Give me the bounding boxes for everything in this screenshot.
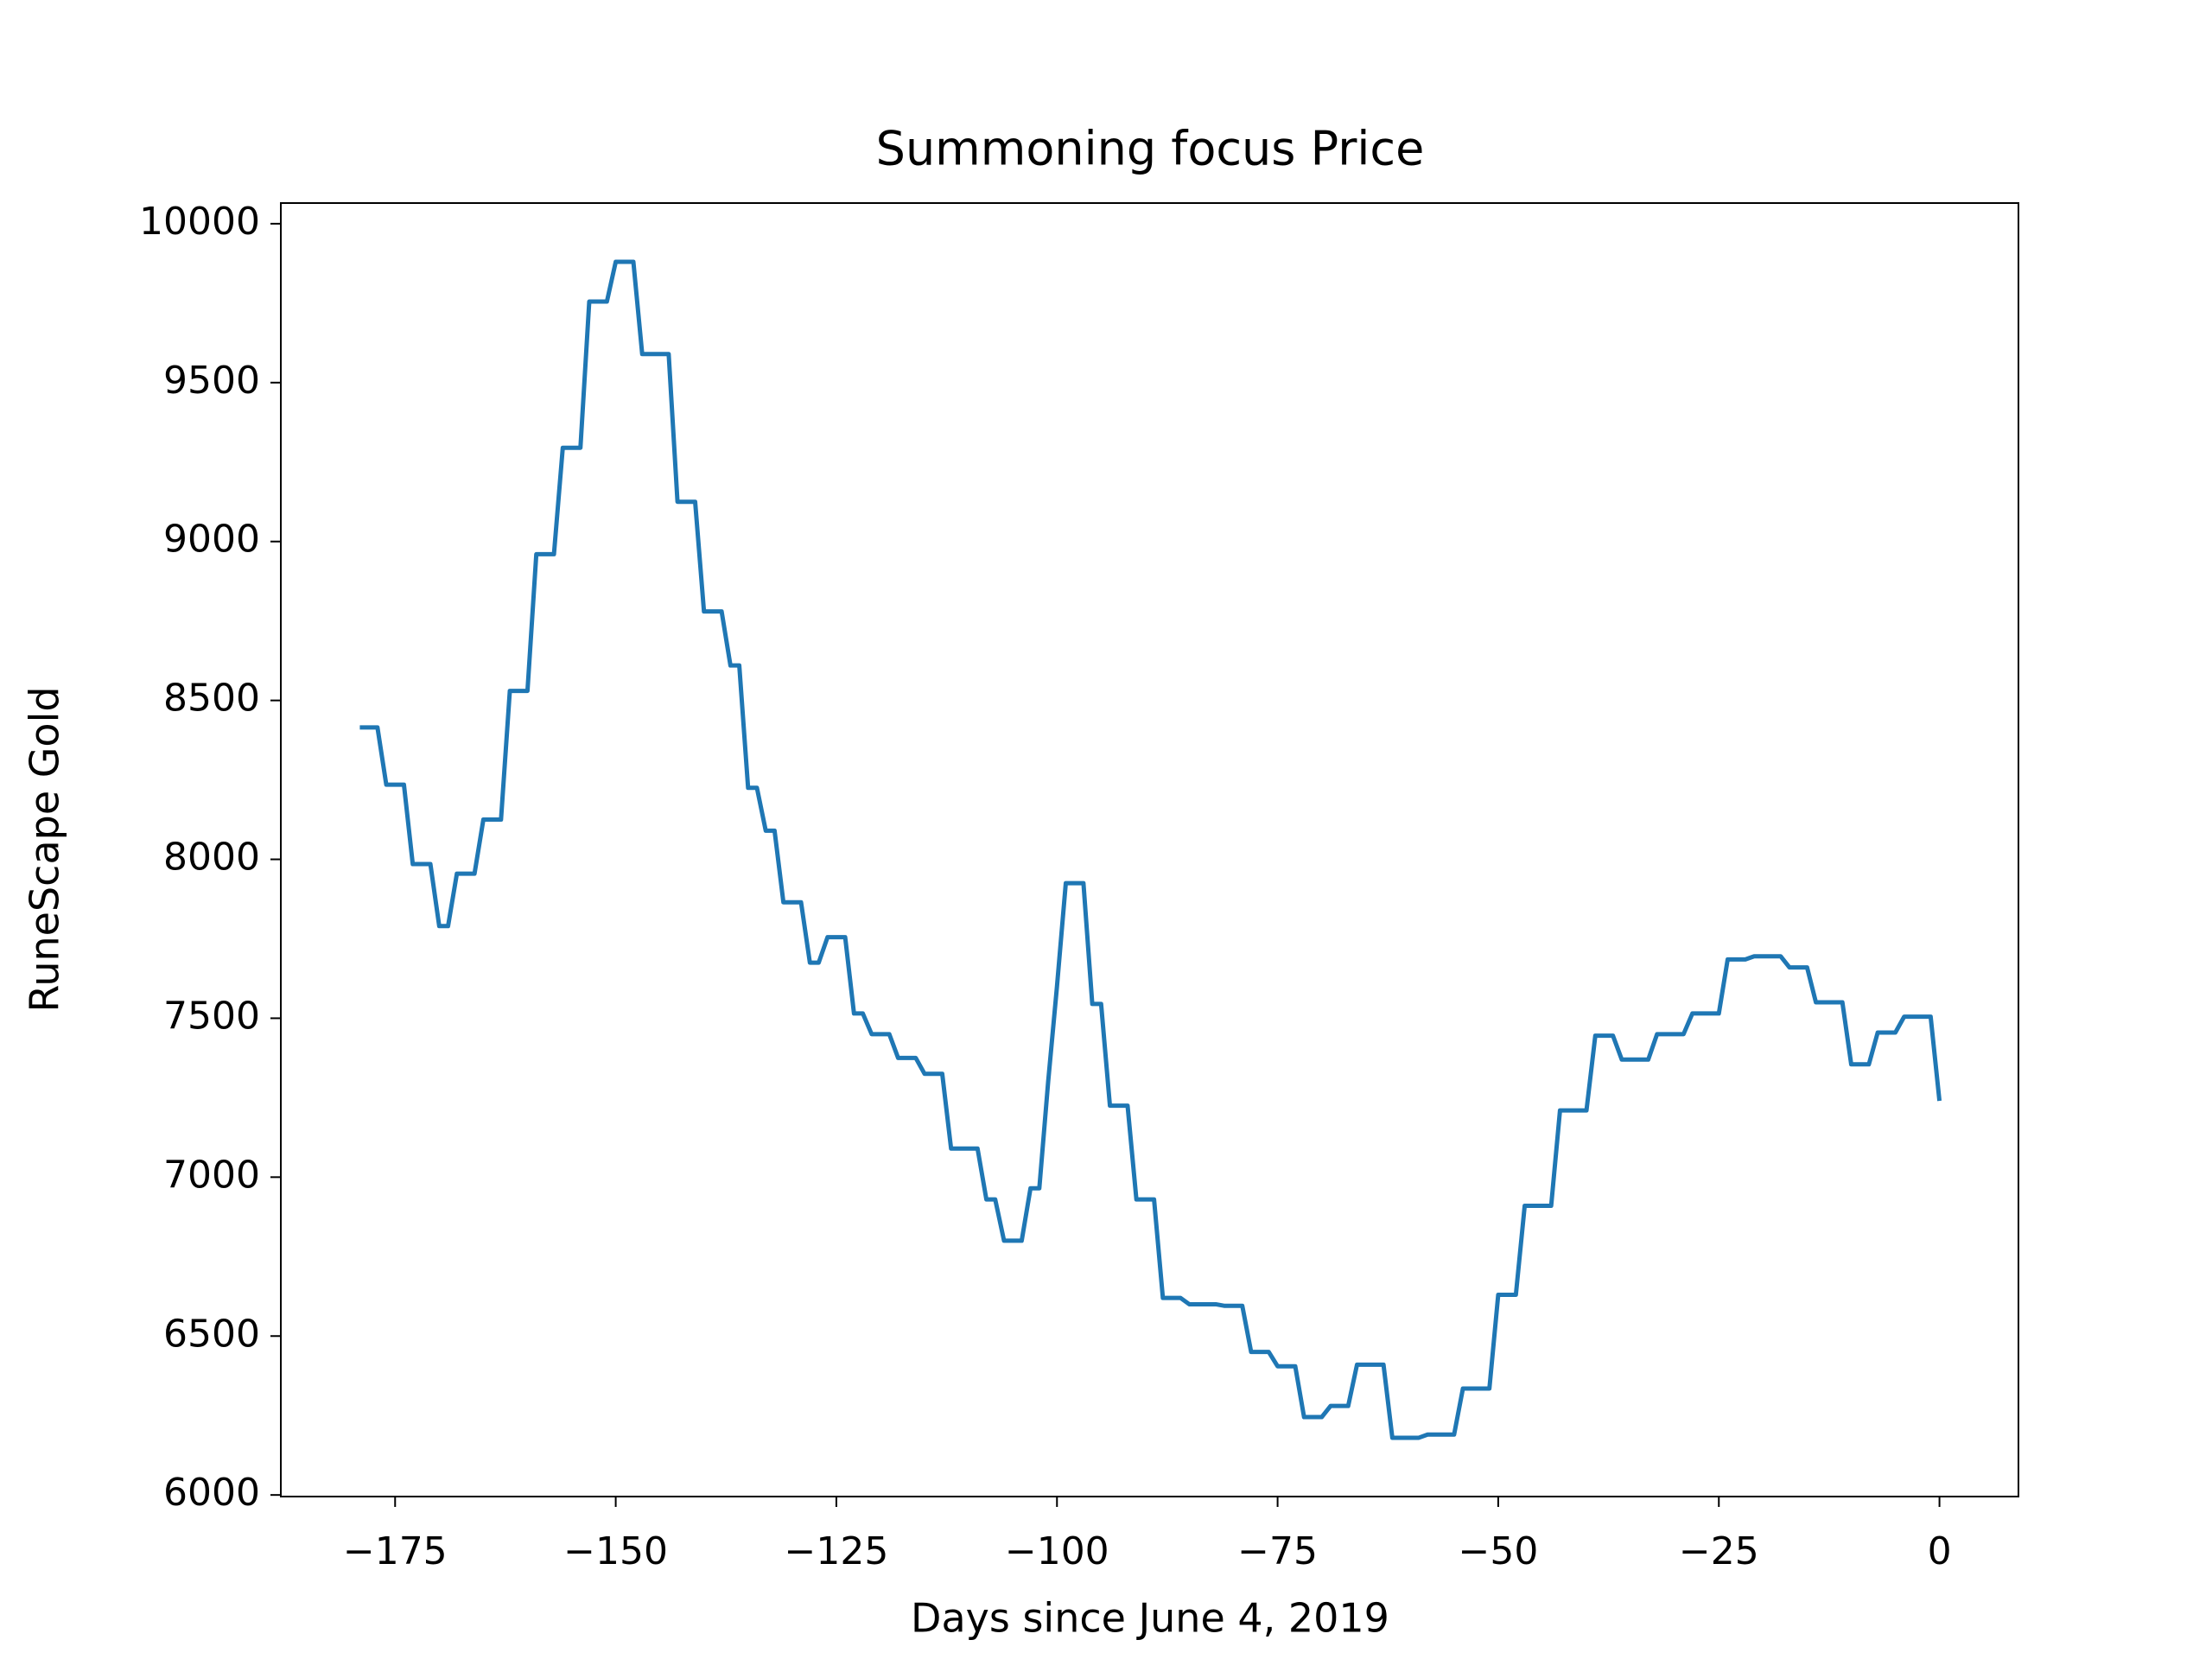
y-tick-label: 9500 xyxy=(163,359,260,403)
x-tick-label: −50 xyxy=(1458,1529,1538,1573)
x-axis-label: Days since June 4, 2019 xyxy=(911,1595,1389,1642)
y-tick-label: 8000 xyxy=(163,836,260,880)
chart-title: Summoning focus Price xyxy=(876,122,1425,176)
y-tick-label: 7000 xyxy=(163,1153,260,1197)
x-tick-label: −75 xyxy=(1237,1529,1318,1573)
y-tick-label: 6000 xyxy=(163,1471,260,1515)
y-tick-label: 8500 xyxy=(163,677,260,721)
data-line xyxy=(359,259,1942,1440)
y-tick-label: 7500 xyxy=(163,994,260,1038)
y-tick-label: 6500 xyxy=(163,1312,260,1356)
axes-frame xyxy=(280,202,2019,1497)
x-tick-label: −125 xyxy=(784,1529,888,1573)
y-axis-label: RuneScape Gold xyxy=(22,686,68,1012)
x-tick-label: −25 xyxy=(1679,1529,1759,1573)
y-tick-label: 10000 xyxy=(139,200,260,244)
y-tick-label: 9000 xyxy=(163,518,260,562)
x-tick-label: 0 xyxy=(1928,1529,1952,1573)
x-tick-label: −175 xyxy=(343,1529,448,1573)
x-tick-label: −150 xyxy=(563,1529,668,1573)
x-tick-label: −100 xyxy=(1005,1529,1109,1573)
